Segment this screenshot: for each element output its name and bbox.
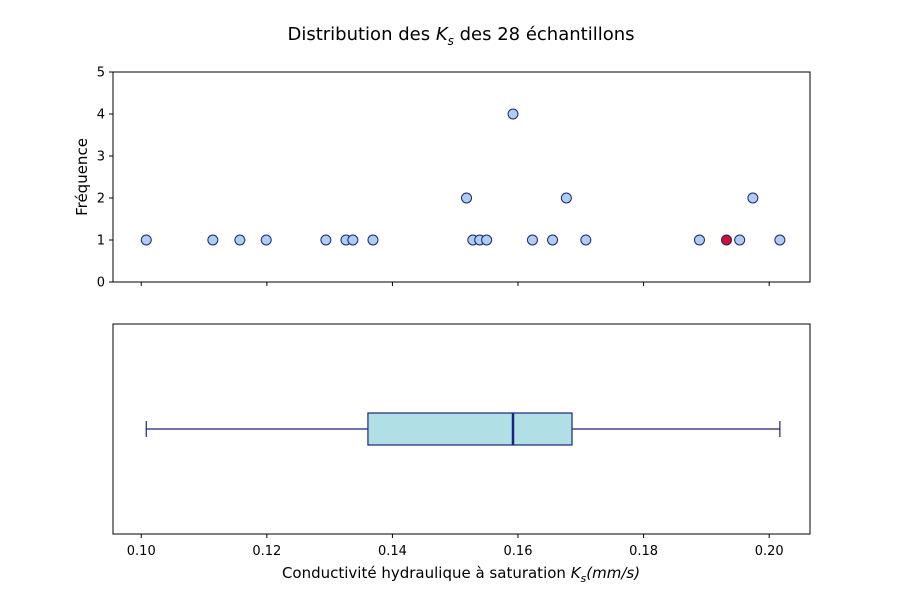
- frequency-point: [140, 234, 152, 246]
- frequency-point: [320, 234, 332, 246]
- frequency-point: [234, 234, 246, 246]
- frequency-scatter-panel: 0 1 2 3 4 5 Fréquence: [73, 66, 811, 291]
- y-tick-label: 4: [97, 108, 105, 123]
- boxplot-panel: 0.10 0.12 0.14 0.16 0.18 0.20 Conductivité hy…: [112, 323, 811, 585]
- frequency-point: [481, 234, 493, 246]
- frequency-point: [693, 234, 705, 246]
- y-axis-ticks: 0 1 2 3 4 5: [97, 66, 113, 291]
- x-tick-label: 0.18: [629, 544, 658, 559]
- frequency-point: [774, 234, 786, 246]
- frequency-point: [260, 234, 272, 246]
- interquartile-box: [367, 412, 573, 446]
- chart-title: Distribution des Ks des 28 échantillons: [287, 24, 634, 48]
- y-tick-label: 2: [97, 192, 105, 207]
- frequency-point: [461, 192, 473, 204]
- x-tick-label: 0.12: [252, 544, 281, 559]
- frequency-point: [507, 108, 519, 120]
- frequency-point: [207, 234, 219, 246]
- x-axis-label: Conductivité hydraulique à saturation Ks…: [282, 564, 640, 585]
- x-tick-label: 0.10: [127, 544, 156, 559]
- y-tick-label: 5: [97, 66, 105, 81]
- frequency-point: [734, 234, 746, 246]
- x-tick-label: 0.16: [504, 544, 533, 559]
- x-axis-ticks: 0.10 0.12 0.14 0.16 0.18 0.20: [127, 534, 784, 559]
- x-tick-label: 0.20: [755, 544, 784, 559]
- boxplot-frame: [112, 323, 811, 535]
- frequency-point: [580, 234, 592, 246]
- top-x-axis-ticks: [140, 282, 770, 286]
- x-tick-label: 0.14: [378, 544, 407, 559]
- highlighted-point: [720, 234, 732, 246]
- y-tick-label: 3: [97, 150, 105, 165]
- frequency-plot-frame: [112, 71, 811, 283]
- y-tick-label: 0: [97, 276, 105, 291]
- frequency-point: [526, 234, 538, 246]
- boxplot: [145, 412, 781, 446]
- y-axis-label: Fréquence: [73, 138, 91, 216]
- frequency-point: [347, 234, 359, 246]
- frequency-point: [747, 192, 759, 204]
- frequency-point: [547, 234, 559, 246]
- frequency-point: [367, 234, 379, 246]
- frequency-point: [560, 192, 572, 204]
- frequency-points: [140, 108, 786, 246]
- y-tick-label: 1: [97, 234, 105, 249]
